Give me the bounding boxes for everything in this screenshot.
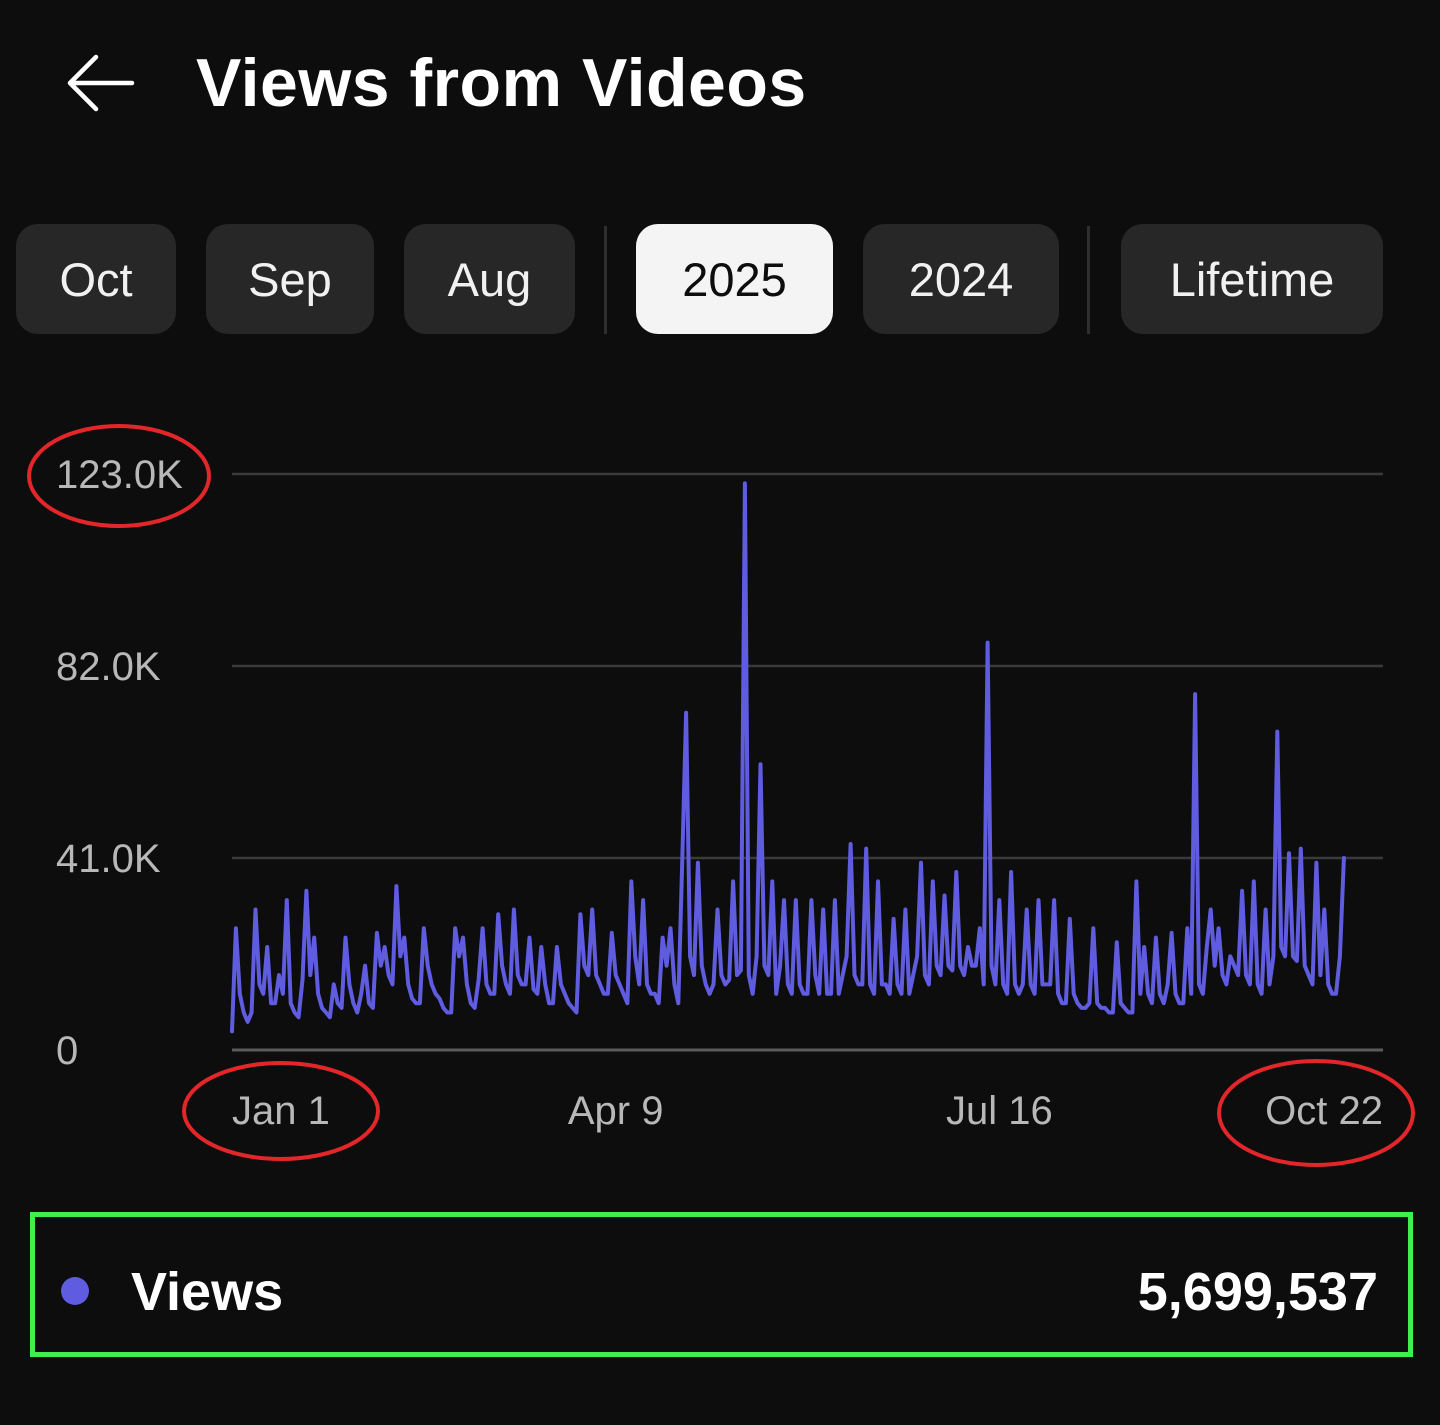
legend-label: Views <box>131 1262 284 1322</box>
arrow-left-icon <box>67 54 135 112</box>
legend-total: Views 5,699,537 <box>30 1212 1413 1357</box>
tab-aug[interactable]: Aug <box>404 224 575 334</box>
tab-2025[interactable]: 2025 <box>636 224 833 334</box>
top-bar: Views from Videos <box>0 0 1440 180</box>
views-chart: 0 41.0K 82.0K 123.0K Jan 1 Apr 9 Jul 16 Oct 22 <box>0 380 1440 1180</box>
x-tick-label: Apr 9 <box>568 1089 664 1133</box>
tab-sep[interactable]: Sep <box>206 224 374 334</box>
series-line-views <box>230 481 1346 1034</box>
tab-lifetime[interactable]: Lifetime <box>1121 224 1383 334</box>
x-tick-label: Jul 16 <box>946 1089 1053 1133</box>
legend-color-dot <box>61 1277 89 1305</box>
tab-oct[interactable]: Oct <box>16 224 176 334</box>
annotation-circle-xend <box>1217 1059 1415 1167</box>
x-tick-label: Oct 22 <box>1265 1089 1383 1133</box>
y-tick-label: 82.0K <box>56 645 161 689</box>
back-button[interactable] <box>62 48 136 118</box>
x-tick-label: Jan 1 <box>232 1089 330 1133</box>
y-tick-label: 0 <box>56 1029 78 1073</box>
line-chart: 0 41.0K 82.0K 123.0K Jan 1 Apr 9 Jul 16 Oct 22 <box>27 424 1415 1167</box>
legend-value: 5,699,537 <box>1137 1262 1378 1322</box>
y-tick-label: 123.0K <box>56 453 183 497</box>
annotation-circle-xstart <box>182 1061 380 1161</box>
tab-divider <box>604 226 607 334</box>
tab-divider <box>1087 226 1090 334</box>
annotation-circle-ymax <box>27 424 211 528</box>
y-tick-label: 41.0K <box>56 837 161 881</box>
tab-2024[interactable]: 2024 <box>863 224 1059 334</box>
page-title: Views from Videos <box>196 45 807 121</box>
